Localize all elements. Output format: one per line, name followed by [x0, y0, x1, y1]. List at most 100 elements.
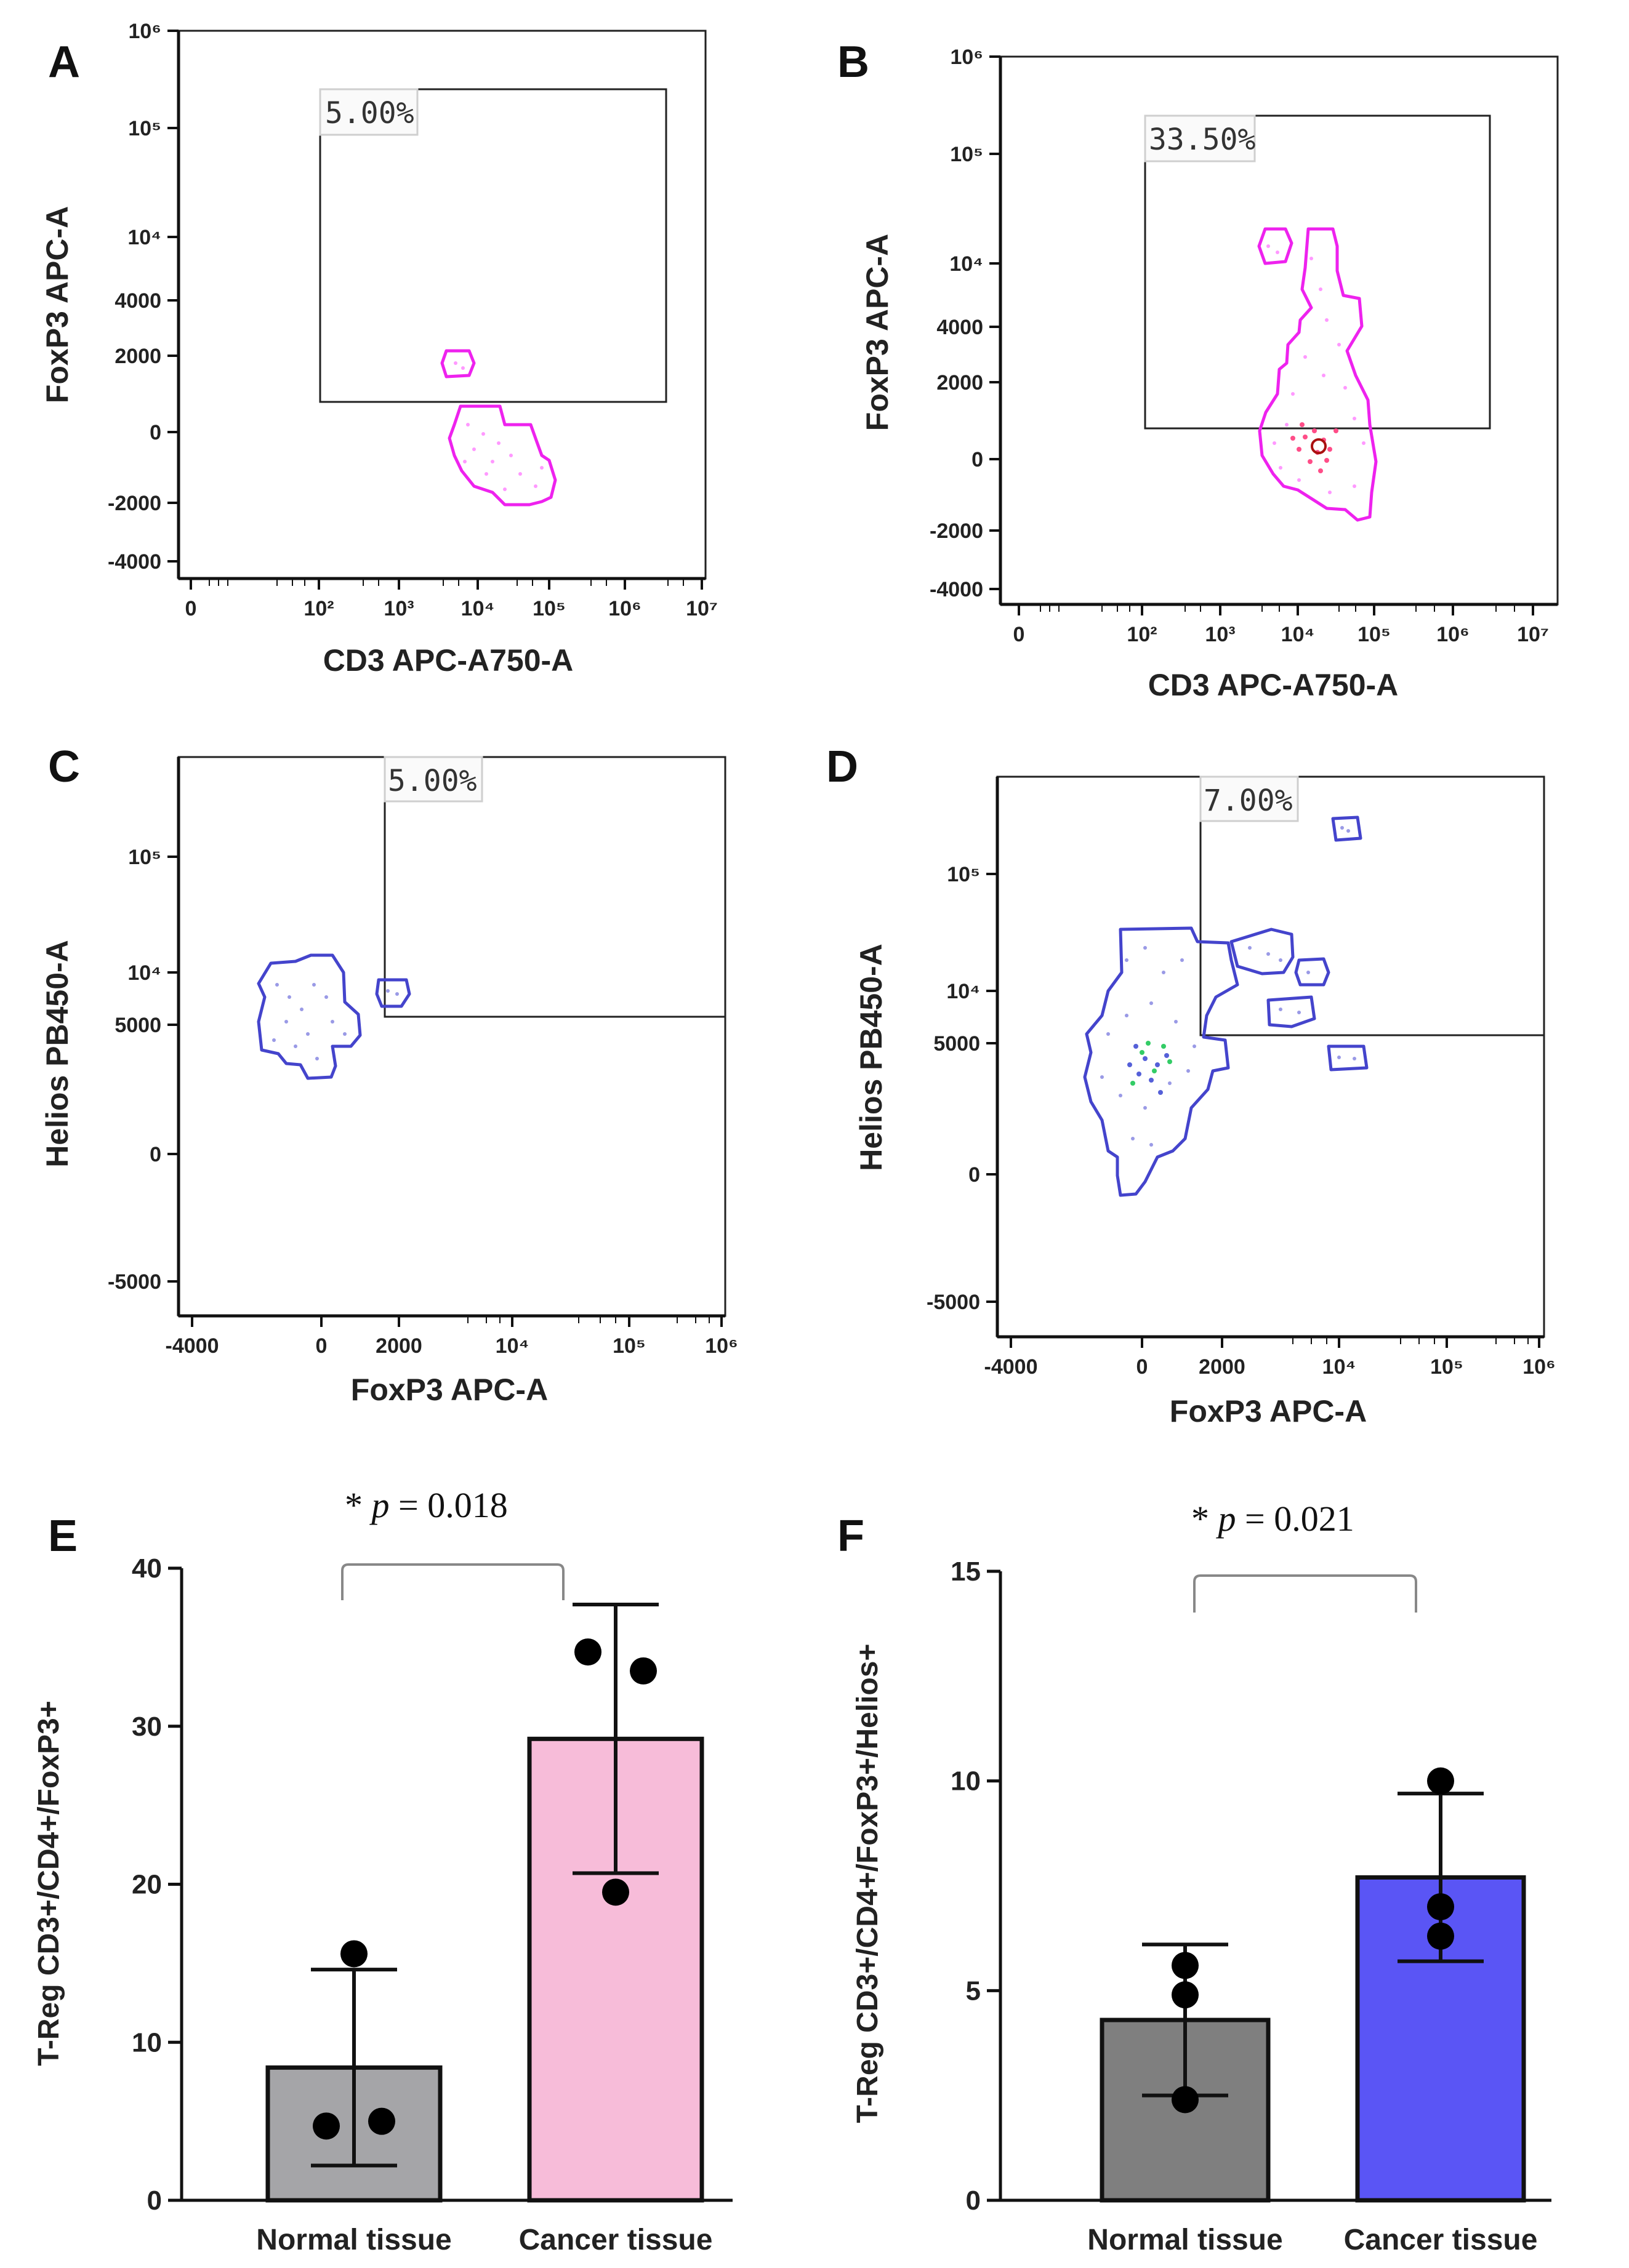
y-tick-label: -5000: [927, 1291, 980, 1314]
gate-percent-label: 7.00%: [1204, 783, 1293, 818]
x-tick-label: 10⁴: [1322, 1355, 1356, 1379]
panel-label: B: [837, 38, 869, 87]
x-tick-label: 2000: [376, 1334, 422, 1358]
x-tick-label: 10⁴: [461, 597, 495, 620]
x-tick-label: 10⁵: [613, 1334, 646, 1358]
y-ticks: 0 5 10 15: [951, 1557, 1000, 2216]
panel-b: B 10⁶ 10⁵ 10⁴ 4000 2000 0 -2000 -4000 0 …: [837, 38, 1559, 702]
data-point: [602, 1878, 629, 1906]
panel-d: D 10⁵ 10⁴ 5000 0 -5000 -4000 0 2000 10⁴ …: [826, 742, 1556, 1429]
cell-population-contour: [448, 404, 557, 507]
y-tick-label: -5000: [108, 1270, 161, 1294]
cell-population-contour: [1266, 995, 1316, 1028]
cell-population-contour: [1258, 227, 1378, 522]
x-tick-label: -4000: [984, 1355, 1038, 1379]
event-dots: [454, 361, 544, 491]
y-axis-label: FoxP3 APC-A: [860, 234, 895, 431]
y-tick-label: 40: [132, 1553, 162, 1584]
y-tick-label: 10⁵: [947, 863, 980, 886]
x-ticks: 0 10² 10³ 10⁴ 10⁵ 10⁶ 10⁷: [1013, 604, 1549, 646]
panel-c: C 10⁵ 10⁴ 5000 0 -5000 -4000 0 2000 10⁴ …: [40, 742, 738, 1407]
gate-percent-label: 5.00%: [388, 764, 477, 798]
category-label: Normal tissue: [256, 2224, 451, 2256]
x-tick-label: 10⁴: [496, 1334, 529, 1358]
x-tick-label: 10²: [1127, 623, 1157, 646]
y-tick-label: 10⁴: [949, 252, 983, 276]
x-axis-label: FoxP3 APC-A: [1170, 1394, 1367, 1429]
event-dots: [1266, 244, 1366, 494]
data-point: [368, 2107, 395, 2135]
y-tick-label: 5: [966, 1976, 981, 2006]
gate-label-box: [384, 756, 483, 803]
y-tick-label: -4000: [930, 578, 983, 601]
data-point: [1172, 2086, 1199, 2114]
x-ticks: -4000 0 2000 10⁴ 10⁵ 10⁶: [166, 1316, 738, 1358]
x-tick-label: 10⁶: [1436, 623, 1469, 646]
y-tick-label: 10⁶: [951, 46, 983, 69]
gate-rectangle: [1144, 114, 1491, 430]
y-ticks: 0 10 20 30 40: [132, 1553, 182, 2216]
density-peak-contour: [1311, 438, 1327, 454]
plot-frame: [996, 775, 1545, 1338]
x-tick-label: 2000: [1199, 1355, 1245, 1379]
cell-population-contour: [1083, 926, 1239, 1197]
x-tick-label: 10⁷: [686, 597, 718, 620]
y-tick-label: 10⁵: [128, 117, 161, 140]
y-tick-label: 2000: [115, 345, 161, 368]
y-tick-label: 10⁵: [950, 143, 983, 166]
data-point: [1427, 1893, 1454, 1921]
gate-label-box: [1199, 775, 1299, 822]
panel-label: D: [826, 742, 858, 791]
y-tick-label: 10⁵: [128, 846, 161, 869]
y-tick-label: 10: [951, 1766, 981, 1797]
y-tick-label: 0: [150, 1143, 161, 1166]
y-tick-label: 10⁴: [946, 980, 980, 1003]
cell-population-contour: [375, 978, 411, 1008]
x-tick-label: 10⁵: [533, 597, 566, 620]
y-tick-label: -2000: [108, 492, 161, 515]
y-axis-label: FoxP3 APC-A: [40, 206, 74, 403]
panel-label: C: [48, 742, 80, 791]
y-tick-label: 2000: [936, 371, 983, 395]
x-axis-label: FoxP3 APC-A: [351, 1372, 548, 1407]
y-tick-label: 0: [971, 448, 983, 471]
cell-population-contour: [1229, 928, 1295, 976]
x-tick-label: 10⁵: [1430, 1355, 1463, 1379]
x-tick-label: 0: [185, 597, 197, 620]
panel-a: A 10⁶ 10⁵ 10⁴ 4000 2000 0 -2000 -4000 0 …: [40, 20, 718, 678]
gate-percent-label: 33.50%: [1149, 122, 1255, 157]
cell-population-contour: [257, 953, 362, 1080]
gate-label-box: [1144, 114, 1256, 162]
data-points: [1172, 1767, 1454, 2114]
y-tick-label: 0: [966, 2186, 981, 2216]
category-label: Normal tissue: [1087, 2224, 1282, 2256]
gate-rectangle: [1199, 777, 1544, 1036]
data-point: [1427, 1767, 1454, 1795]
y-tick-label: 30: [132, 1712, 162, 1742]
y-tick-label: -4000: [108, 550, 161, 574]
cell-population-contour: [1257, 227, 1293, 265]
x-tick-label: 0: [1136, 1355, 1148, 1379]
data-point: [630, 1657, 657, 1685]
y-tick-label: -2000: [930, 519, 983, 543]
y-tick-label: 10⁶: [129, 20, 161, 43]
event-dots: [272, 983, 399, 1060]
panel-label: A: [48, 38, 80, 87]
significance-label: * p = 0.021: [1191, 1499, 1354, 1539]
x-tick-label: 10⁶: [705, 1334, 738, 1358]
x-tick-label: 10³: [1205, 623, 1235, 646]
y-ticks: 10⁶ 10⁵ 10⁴ 4000 2000 0 -2000 -4000: [930, 46, 1000, 601]
significance-label: * p = 0.018: [345, 1485, 508, 1525]
event-dots-dense: [1290, 422, 1338, 473]
x-tick-label: 10⁴: [1281, 623, 1315, 646]
y-axis-label: Helios PB450-A: [40, 940, 74, 1168]
data-point: [1172, 1981, 1199, 2009]
y-ticks: 10⁶ 10⁵ 10⁴ 4000 2000 0 -2000 -4000: [108, 20, 179, 574]
y-tick-label: 15: [951, 1557, 981, 1587]
significance-bracket: [1193, 1574, 1417, 1613]
cell-population-contour: [1294, 957, 1330, 987]
x-axis-label: CD3 APC-A750-A: [323, 643, 574, 678]
y-tick-label: 0: [968, 1163, 980, 1187]
plot-frame: [177, 30, 707, 580]
x-tick-label: 10⁷: [1517, 623, 1549, 646]
